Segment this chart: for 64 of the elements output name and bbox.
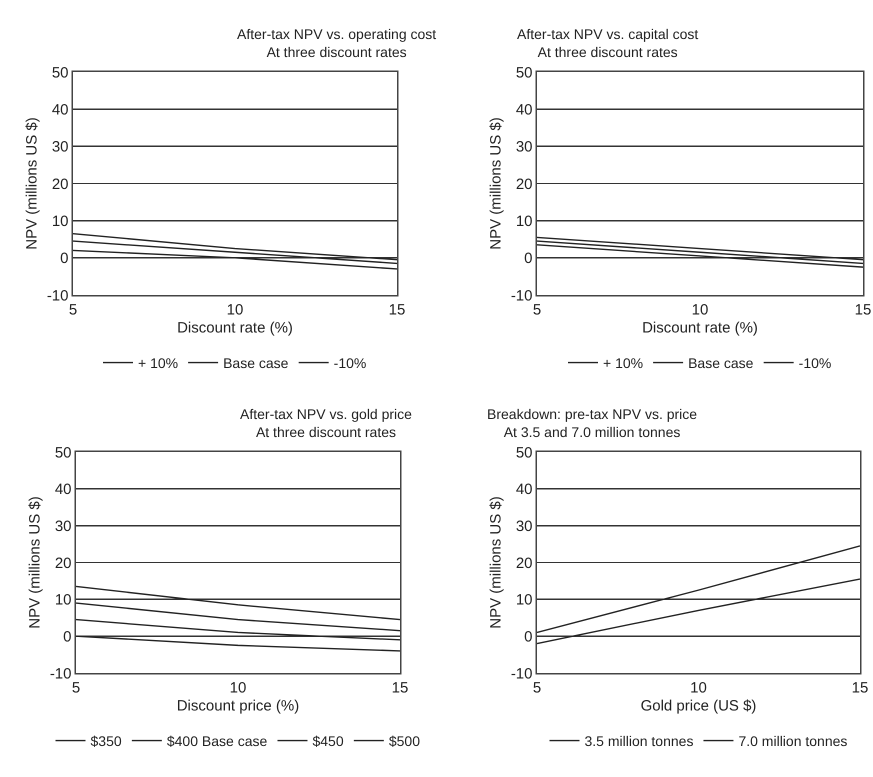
y-tick-label: 0 [60, 250, 68, 268]
legend-label: -10% [798, 355, 832, 372]
y-tick-label: 0 [524, 250, 532, 268]
y-axis-title: NPV (millions US $) [487, 117, 504, 250]
y-tick-label: 50 [54, 444, 72, 462]
x-tick-label: 10 [230, 680, 246, 696]
x-axis-title: Discount price (%) [176, 697, 300, 714]
y-axis-title: NPV (millions US $) [487, 496, 504, 629]
y-tick-label: 10 [54, 592, 72, 609]
y-tick-label: 20 [516, 554, 532, 572]
y-tick-label: 50 [516, 64, 532, 82]
y-tick-label: 20 [54, 554, 72, 572]
y-tick-label: 10 [52, 212, 68, 230]
x-tick-label: 15 [854, 302, 872, 318]
legend-label: + 10% [138, 355, 178, 372]
x-tick-label: 15 [392, 680, 408, 696]
x-tick-label: 10 [692, 302, 708, 318]
x-tick-label: 15 [852, 680, 868, 696]
legend-label: Base case [223, 355, 289, 372]
y-tick-label: 10 [516, 212, 532, 230]
legend-label: $450 [312, 733, 344, 750]
y-tick-label: 30 [516, 138, 532, 156]
y-tick-label: -10 [46, 287, 68, 304]
y-axis-title: NPV (millions US $) [23, 117, 40, 250]
y-tick-label: 30 [516, 518, 532, 535]
y-tick-label: 40 [516, 481, 532, 498]
y-tick-label: -10 [510, 287, 532, 304]
legend-label: $500 [388, 733, 420, 750]
legend-label: Base case [688, 355, 754, 372]
x-axis-title: Discount rate (%) [177, 319, 293, 336]
x-axis-title: Discount rate (%) [642, 319, 758, 336]
legend-label: $400 Base case [166, 733, 268, 750]
y-tick-label: 50 [516, 444, 532, 462]
chart-title: After-tax NPV vs. operating cost At three discount rates [237, 26, 436, 60]
x-tick-label: 5 [68, 302, 78, 318]
y-tick-label: 20 [52, 176, 68, 193]
legend-label: -10% [334, 355, 366, 372]
x-tick-label: 5 [532, 302, 542, 318]
x-tick-label: 5 [72, 680, 80, 696]
y-tick-label: 0 [524, 628, 532, 646]
x-tick-label: 10 [226, 302, 244, 318]
x-tick-label: 15 [388, 302, 406, 318]
chart-title: After-tax NPV vs. capital cost At three discount rates [517, 26, 698, 60]
x-axis-title: Gold price (US $) [640, 697, 756, 714]
y-tick-label: 50 [52, 64, 68, 82]
y-tick-label: 40 [516, 101, 532, 118]
y-tick-label: -10 [50, 665, 72, 682]
y-axis-title: NPV (millions US $) [26, 496, 44, 629]
chart-title: Breakdown: pre-tax NPV vs. price At 3.5 and 7.0 million tonnes [487, 406, 698, 440]
x-tick-label: 5 [532, 680, 542, 696]
y-tick-label: 20 [516, 176, 532, 193]
legend-label: $350 [90, 733, 122, 750]
y-tick-label: -10 [510, 665, 532, 682]
x-tick-label: 10 [690, 680, 707, 696]
legend-label: + 10% [603, 355, 644, 372]
legend-label: 3.5 million tonnes [584, 733, 694, 750]
y-tick-label: 30 [52, 138, 68, 156]
y-tick-label: 30 [54, 518, 72, 535]
y-tick-label: 40 [52, 101, 68, 118]
chart-title: After-tax NPV vs. gold price At three discount rates [240, 406, 412, 440]
y-tick-label: 0 [63, 628, 72, 646]
y-tick-label: 40 [54, 481, 72, 498]
legend-label: 7.0 million tonnes [738, 733, 848, 750]
y-tick-label: 10 [516, 592, 532, 609]
